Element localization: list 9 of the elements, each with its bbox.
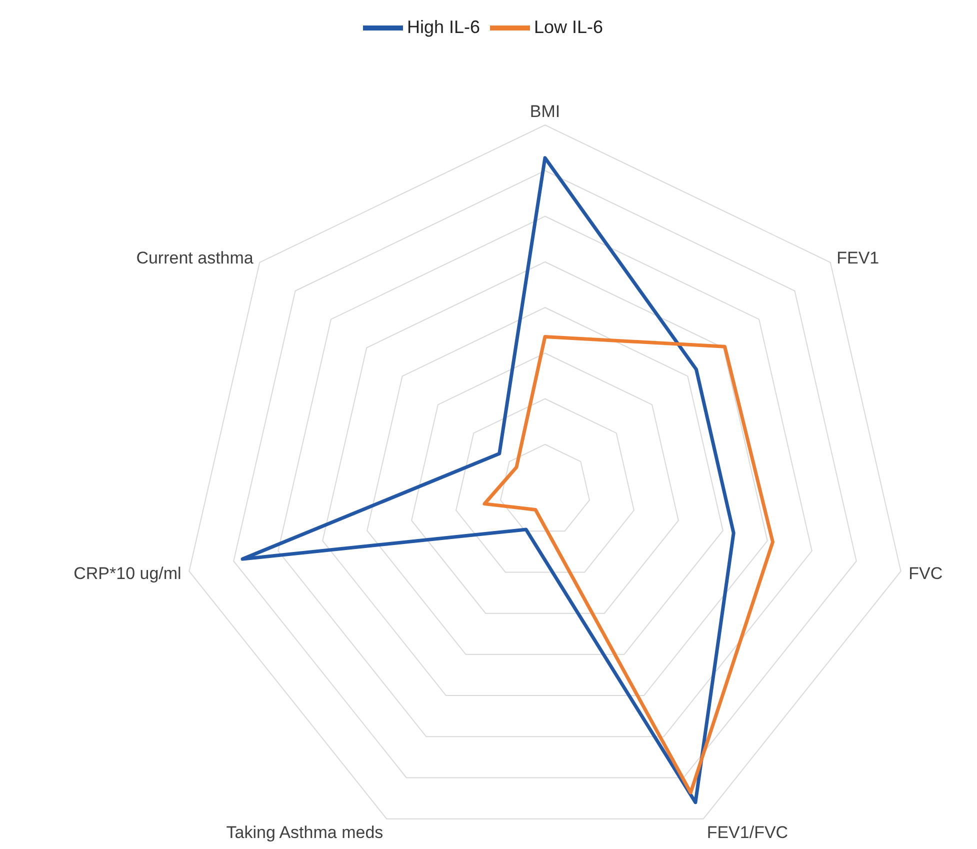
spoke-label: Taking Asthma meds (226, 823, 384, 842)
legend-label: Low IL-6 (534, 16, 604, 37)
spoke-label: BMI (530, 102, 560, 121)
spoke-label: FEV1/FVC (706, 823, 788, 842)
spoke-label: CRP*10 ug/ml (74, 564, 182, 584)
spoke-label: FEV1 (836, 248, 880, 268)
spoke-label: Current asthma (136, 248, 254, 268)
legend-label: High IL-6 (406, 16, 480, 37)
spoke-label: FVC (908, 564, 943, 584)
